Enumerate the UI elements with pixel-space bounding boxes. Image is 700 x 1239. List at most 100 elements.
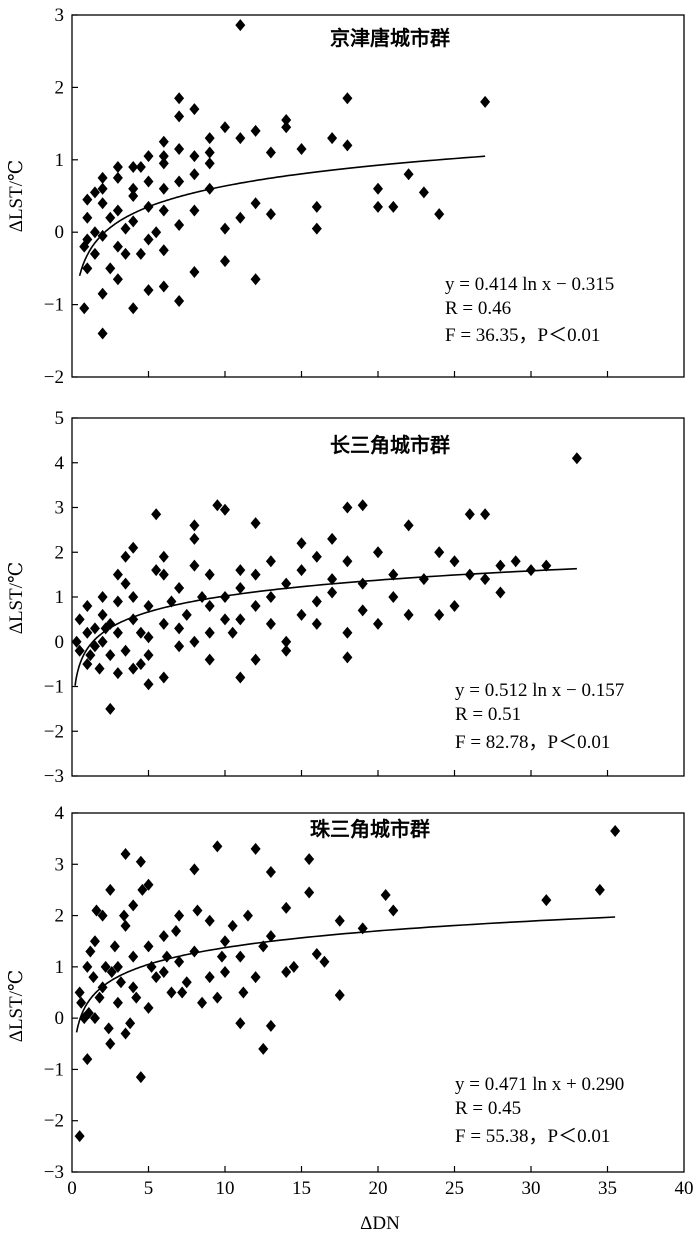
data-point [212, 991, 223, 1004]
data-point [89, 935, 100, 948]
data-point [158, 244, 169, 257]
fit-curve [78, 155, 486, 276]
data-point [327, 586, 338, 599]
data-point [112, 204, 123, 217]
data-point [135, 1071, 146, 1084]
data-point [250, 517, 261, 530]
data-point [327, 132, 338, 145]
data-point [158, 204, 169, 217]
data-point [373, 182, 383, 195]
data-point [265, 591, 276, 603]
x-tick-label: 40 [675, 1178, 694, 1199]
data-point [281, 113, 292, 126]
data-point [91, 904, 102, 917]
data-point [174, 218, 185, 231]
x-tick-label: 10 [216, 1178, 235, 1199]
data-point [181, 608, 192, 621]
data-point [97, 909, 108, 922]
data-point [281, 644, 292, 657]
data-point [135, 161, 146, 174]
y-tick-label: −3 [44, 1162, 64, 1183]
data-point [158, 930, 169, 943]
data-point [94, 991, 105, 1004]
data-point [112, 161, 123, 174]
y-tick-label: −2 [44, 1111, 64, 1132]
data-point [235, 19, 246, 32]
data-point [131, 991, 142, 1004]
data-point [120, 848, 131, 861]
data-point [74, 1130, 85, 1143]
y-tick-label: 0 [55, 632, 65, 653]
data-point [434, 208, 445, 221]
data-point [204, 568, 215, 581]
data-point [171, 924, 182, 937]
data-point [197, 996, 208, 1009]
data-point [434, 546, 445, 559]
data-point [388, 200, 399, 213]
data-point [128, 950, 139, 963]
data-point [158, 182, 169, 195]
data-point [143, 599, 154, 612]
data-point [103, 1022, 114, 1035]
data-point [151, 508, 162, 521]
data-point [265, 617, 276, 630]
panel-jingjintang: 京津唐城市群 y = 0.414 ln x − 0.315 R = 0.46 F… [6, 5, 685, 388]
fit-equation: y = 0.471 ln x + 0.290 [455, 1074, 624, 1095]
data-point [204, 132, 215, 145]
data-point [594, 883, 605, 896]
x-tick-label: 35 [598, 1178, 617, 1199]
data-point [227, 626, 238, 639]
panel-title: 京津唐城市群 [330, 26, 450, 50]
data-point [158, 280, 169, 293]
data-point [105, 883, 116, 896]
data-point [281, 901, 292, 914]
data-point [197, 591, 208, 603]
data-point [97, 287, 108, 300]
data-point [106, 965, 117, 978]
data-point [177, 986, 188, 999]
data-point [143, 284, 154, 297]
data-point [88, 971, 99, 984]
data-point [250, 197, 261, 210]
x-tick-label: 15 [292, 1178, 311, 1199]
data-point [204, 653, 215, 666]
data-point [174, 294, 185, 307]
data-point [97, 171, 108, 184]
data-point [120, 577, 131, 590]
data-point [235, 671, 246, 684]
y-tick-label: 4 [55, 803, 65, 824]
data-point [311, 550, 322, 563]
data-point [83, 1007, 94, 1020]
y-tick-label: −2 [44, 721, 64, 742]
data-point [250, 568, 261, 581]
data-point [120, 222, 131, 235]
data-point [357, 577, 368, 590]
x-tick-label: 20 [369, 1178, 388, 1199]
data-point [281, 965, 292, 978]
panel-yangtze-delta: 长三角城市群 y = 0.512 ln x − 0.157 R = 0.51 F… [6, 408, 685, 787]
data-point [403, 168, 414, 181]
fit-f-value: F = 36.35，P＜0.01 [445, 325, 600, 346]
data-point [97, 182, 108, 195]
data-point [220, 591, 230, 603]
data-point [265, 930, 276, 943]
data-point [82, 658, 93, 671]
data-point [82, 626, 93, 639]
y-tick-label: 0 [55, 222, 65, 243]
data-point [220, 222, 230, 235]
data-point [174, 175, 185, 188]
data-point [174, 622, 185, 635]
data-point [74, 644, 85, 657]
data-point [158, 150, 169, 163]
data-point [334, 914, 345, 927]
x-tick-label: 30 [522, 1178, 541, 1199]
data-point [319, 955, 330, 968]
data-point [380, 889, 391, 902]
data-point [388, 904, 399, 917]
data-point [143, 175, 154, 188]
data-point [135, 247, 146, 260]
data-point [105, 702, 116, 715]
data-point [120, 644, 131, 657]
data-point [143, 1001, 154, 1014]
